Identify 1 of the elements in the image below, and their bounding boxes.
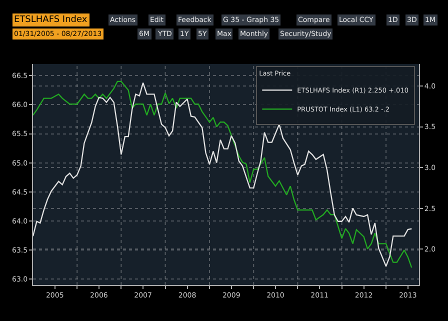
- chart-title: ETSLHAFS Index: [14, 15, 88, 25]
